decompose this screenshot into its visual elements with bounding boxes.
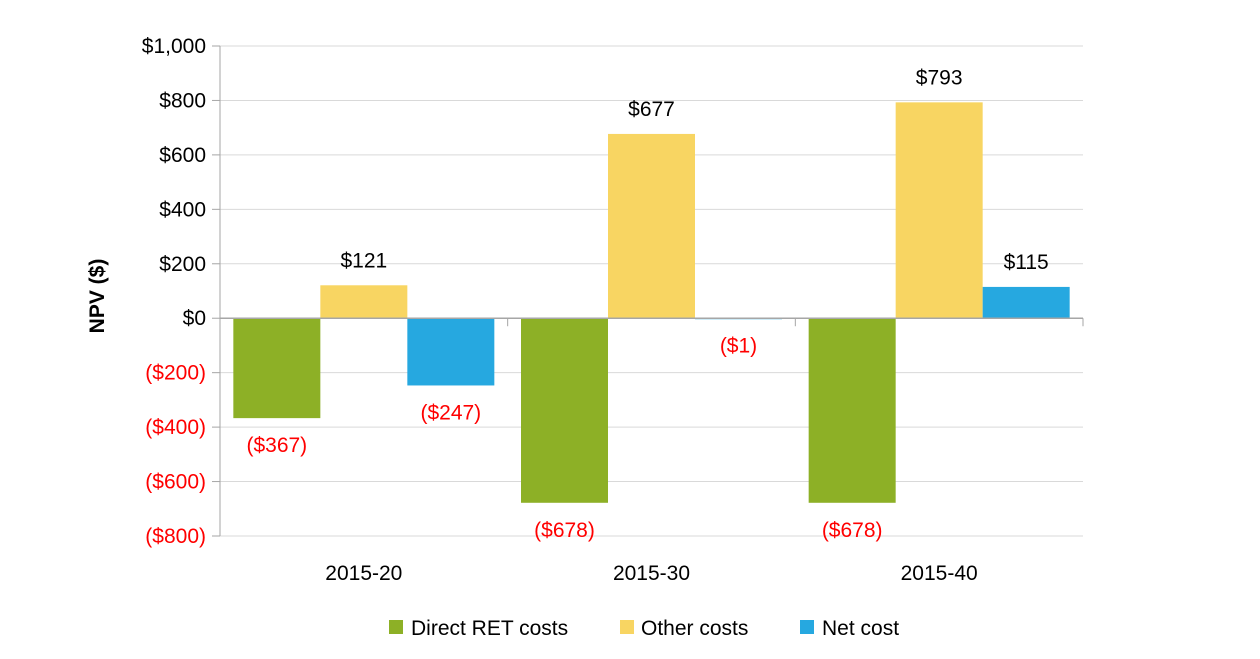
x-category-label: 2015-30 — [613, 562, 690, 585]
bar — [521, 318, 608, 503]
data-label: ($678) — [534, 519, 595, 542]
data-label: ($1) — [720, 334, 757, 357]
bar — [895, 102, 983, 319]
x-category-label: 2015-40 — [901, 562, 978, 585]
bar — [233, 318, 321, 419]
data-label: $121 — [340, 249, 387, 272]
y-tick-label: $1,000 — [142, 35, 206, 58]
y-tick-label: $0 — [183, 307, 206, 330]
y-tick-label: $400 — [159, 198, 206, 221]
legend: Direct RET costs Other costs Net cost — [389, 617, 899, 640]
legend-label: Other costs — [641, 617, 748, 640]
y-axis-title: NPV ($) — [86, 259, 109, 334]
axes: ($800) ($600) ($400) ($200) $0 $200 $400 $600 $8… — [142, 35, 1084, 585]
y-tick-label: ($800) — [145, 525, 206, 548]
bars — [233, 102, 1070, 503]
data-label: ($367) — [246, 434, 307, 457]
data-labels: ($367) $121 ($247) ($678) $677 ($1) ($678) $793… — [246, 66, 1048, 541]
data-label: ($678) — [822, 519, 883, 542]
y-tick-label: ($600) — [145, 471, 206, 494]
data-label: $115 — [1004, 251, 1049, 274]
y-tick-label: $200 — [159, 253, 206, 276]
bar — [608, 133, 695, 319]
y-tick-label: $600 — [159, 144, 206, 167]
y-tick-label: ($200) — [145, 362, 206, 385]
data-label: $793 — [916, 66, 963, 89]
legend-label: Direct RET costs — [411, 617, 568, 640]
bar — [407, 318, 495, 386]
data-label: ($247) — [420, 401, 481, 424]
y-tick-label: $800 — [159, 89, 206, 112]
legend-label: Net cost — [822, 617, 899, 640]
bar — [808, 318, 896, 503]
legend-swatch — [620, 620, 634, 634]
bar — [320, 285, 408, 319]
data-label: $677 — [628, 98, 675, 121]
bar — [982, 286, 1070, 319]
legend-swatch — [800, 620, 814, 634]
legend-swatch — [389, 620, 403, 634]
y-tick-label: ($400) — [145, 416, 206, 439]
x-category-label: 2015-20 — [325, 562, 402, 585]
